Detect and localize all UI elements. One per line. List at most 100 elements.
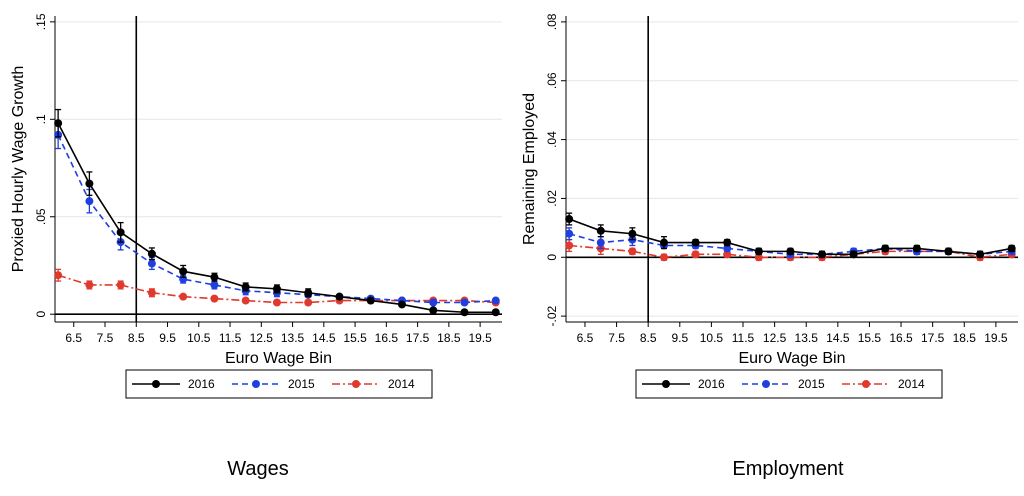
data-point <box>116 228 125 237</box>
data-point <box>272 298 281 307</box>
x-tick-label: 11.5 <box>219 331 242 345</box>
data-point <box>335 292 344 301</box>
legend-label: 2014 <box>388 377 415 391</box>
x-tick-label: 9.5 <box>159 331 176 345</box>
data-point <box>691 250 700 259</box>
legend-marker-2014 <box>862 380 870 388</box>
data-point <box>210 294 219 303</box>
data-point <box>210 280 219 289</box>
wages-panel: 0 .05 .1 .15 6.5 7.5 8.5 9.5 10.5 11.5 12.5 13.5 14.… <box>10 13 502 399</box>
x-tick-label: 14.5 <box>312 331 336 345</box>
data-point <box>723 250 732 259</box>
y-tick-label: .15 <box>34 13 48 30</box>
data-point <box>241 296 250 305</box>
data-point <box>565 229 574 238</box>
x-tick-label: 16.5 <box>889 331 913 345</box>
data-point <box>241 282 250 291</box>
data-point <box>429 306 438 315</box>
x-tick-label: 17.5 <box>921 331 945 345</box>
data-point <box>460 298 469 307</box>
data-point <box>754 247 763 256</box>
legend-marker-2014 <box>352 380 360 388</box>
data-point <box>179 267 188 276</box>
x-tick-label: 12.5 <box>763 331 787 345</box>
legend-marker-2015 <box>762 380 770 388</box>
data-point <box>944 247 953 256</box>
data-point <box>565 215 574 224</box>
series-line-2015 <box>57 134 496 304</box>
data-point <box>1007 244 1016 253</box>
data-point <box>628 247 637 256</box>
data-point <box>179 292 188 301</box>
x-tick-label: 17.5 <box>406 331 430 345</box>
x-tick-label: 10.5 <box>187 331 211 345</box>
y-tick-label: .06 <box>545 72 559 89</box>
data-point <box>491 308 500 317</box>
x-tick-label: 8.5 <box>640 331 657 345</box>
legend-marker-2016 <box>152 380 160 388</box>
data-point <box>85 179 94 188</box>
x-tick-label: 8.5 <box>128 331 145 345</box>
data-point <box>723 244 732 253</box>
data-point <box>147 249 156 258</box>
legend-label: 2015 <box>288 377 315 391</box>
x-tick-label: 9.5 <box>671 331 688 345</box>
x-tick-label: 15.5 <box>343 331 367 345</box>
x-tick-label: 13.5 <box>795 331 819 345</box>
y-tick-label: .04 <box>545 131 559 148</box>
legend-label: 2014 <box>898 377 925 391</box>
legend-marker-2016 <box>662 380 670 388</box>
y-axis-title: Remaining Employed <box>521 93 538 245</box>
x-tick-label: 13.5 <box>281 331 305 345</box>
data-point <box>754 253 763 262</box>
data-point <box>54 271 63 280</box>
data-point <box>304 298 313 307</box>
x-tick-label: 14.5 <box>826 331 850 345</box>
y-tick-label: .1 <box>34 114 48 124</box>
y-tick-label: 0 <box>34 311 48 318</box>
data-point <box>85 280 94 289</box>
data-point <box>723 238 732 247</box>
data-point <box>397 300 406 309</box>
data-point <box>366 296 375 305</box>
legend-marker-2015 <box>252 380 260 388</box>
x-tick-label: 19.5 <box>984 331 1008 345</box>
data-point <box>596 226 605 235</box>
data-point <box>659 238 668 247</box>
y-tick-label: .02 <box>545 190 559 207</box>
data-point <box>304 288 313 297</box>
x-axis-title: Euro Wage Bin <box>738 350 845 367</box>
x-tick-label: 16.5 <box>375 331 399 345</box>
data-point <box>272 284 281 293</box>
y-tick-label: -.02 <box>545 305 559 326</box>
x-tick-label: 15.5 <box>858 331 882 345</box>
legend-label: 2016 <box>698 377 725 391</box>
x-tick-label: 10.5 <box>700 331 724 345</box>
x-tick-label: 6.5 <box>65 331 82 345</box>
x-tick-label: 11.5 <box>732 331 755 345</box>
x-tick-label: 7.5 <box>608 331 625 345</box>
data-point <box>912 244 921 253</box>
x-tick-label: 12.5 <box>250 331 274 345</box>
legend-label: 2016 <box>188 377 215 391</box>
data-point <box>565 241 574 250</box>
y-tick-label: .08 <box>545 13 559 30</box>
data-point <box>147 288 156 297</box>
data-point <box>85 197 94 206</box>
wages-caption: Wages <box>227 458 289 480</box>
y-tick-label: 0 <box>545 254 559 261</box>
data-point <box>116 280 125 289</box>
data-point <box>976 250 985 259</box>
x-tick-label: 18.5 <box>953 331 977 345</box>
data-point <box>429 298 438 307</box>
y-tick-label: .05 <box>34 208 48 225</box>
data-point <box>147 259 156 268</box>
data-point <box>881 244 890 253</box>
data-point <box>818 250 827 259</box>
data-point <box>659 253 668 262</box>
y-axis-title: Proxied Hourly Wage Growth <box>10 66 27 273</box>
employment-caption: Employment <box>732 458 844 480</box>
x-axis-title: Euro Wage Bin <box>225 350 332 367</box>
data-point <box>596 238 605 247</box>
x-tick-label: 7.5 <box>97 331 114 345</box>
